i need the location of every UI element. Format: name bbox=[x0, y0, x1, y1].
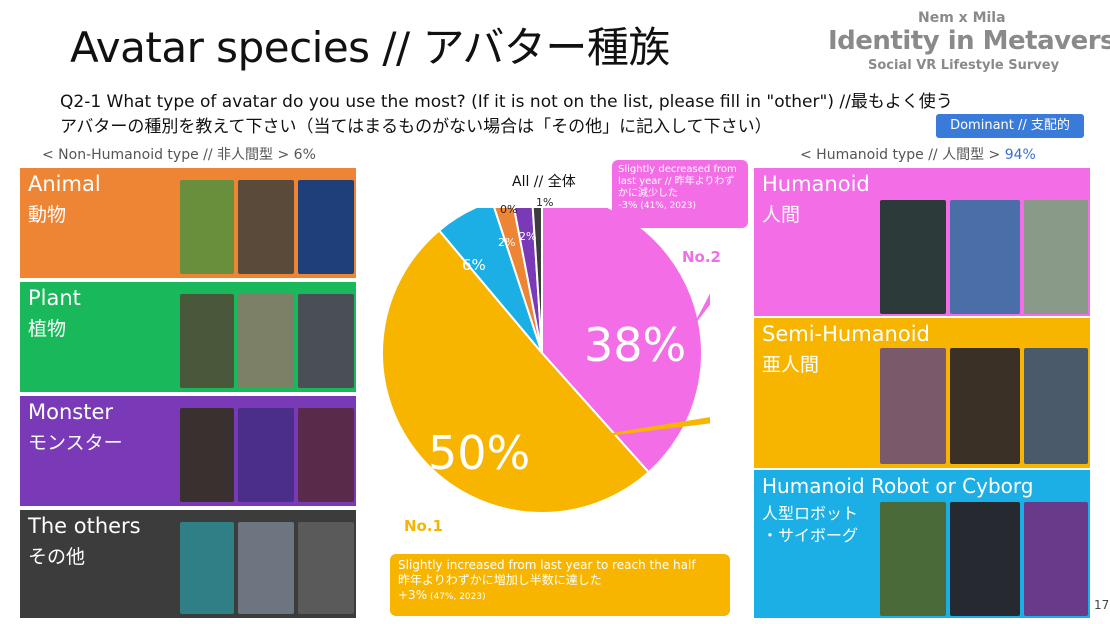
rank-label-no1: No.1 bbox=[404, 517, 443, 535]
panel-plant-jp: 植物 bbox=[28, 318, 67, 340]
semi-humanoid-callout-detail: (47%, 2023) bbox=[427, 592, 486, 602]
humanoid-callout-detail: (41%, 2023) bbox=[637, 201, 696, 211]
plant-avatar-image-2 bbox=[238, 294, 294, 388]
humanoid-avatar-image-1 bbox=[880, 200, 946, 314]
humanoid-avatar-image-2 bbox=[950, 200, 1020, 314]
slice-label-animal: 2% bbox=[498, 236, 516, 249]
panel-monster-en: Monster bbox=[28, 400, 114, 424]
panel-humanoid-jp: 人間 bbox=[762, 204, 801, 226]
others-avatar-image-3 bbox=[298, 522, 354, 614]
others-avatar-image-2 bbox=[238, 522, 294, 614]
panel-robot-jp-2: ・サイボーグ bbox=[762, 526, 859, 545]
pie-slice-animal bbox=[493, 208, 543, 354]
humanoid-avatar-image-3 bbox=[1024, 200, 1088, 314]
slice-label-robot: 6% bbox=[462, 256, 486, 274]
panel-humanoid-en: Humanoid bbox=[762, 172, 870, 196]
pie-chart bbox=[381, 208, 710, 514]
humanoid-header-text: < Humanoid type // 人間型 > bbox=[800, 147, 1005, 163]
panel-semi-humanoid-jp: 亜人間 bbox=[762, 354, 820, 376]
page-number: 17 bbox=[1094, 598, 1110, 612]
pie-title: All // 全体 bbox=[512, 174, 576, 190]
semi-humanoid-avatar-image-2 bbox=[950, 348, 1020, 464]
monster-avatar-image-2 bbox=[238, 408, 294, 502]
pie-slice-humanoid-robot-or-cyborg bbox=[437, 208, 543, 354]
humanoid-header: < Humanoid type // 人間型 > 94% bbox=[800, 144, 1036, 164]
question-line-2: アバターの種別を教えて下さい（当てはまるものがない場合は「その他」に記入して下さ… bbox=[60, 117, 772, 137]
plant-avatar-image-3 bbox=[298, 294, 354, 388]
pie-slice-semi-humanoid bbox=[381, 229, 651, 514]
rank-label-no2: No.2 bbox=[682, 248, 721, 266]
pie-slice-humanoid bbox=[541, 208, 703, 474]
semi-humanoid-callout-line-1: Slightly increased from last year to rea… bbox=[398, 558, 696, 572]
humanoid-callout: Slightly decreased from last year // 昨年よ… bbox=[612, 160, 748, 228]
non-humanoid-header: < Non-Humanoid type // 非人間型 > 6% bbox=[42, 147, 316, 163]
slice-label-plant: 0% bbox=[500, 203, 518, 216]
monster-avatar-image-3 bbox=[298, 408, 354, 502]
panel-robot-jp: 人型ロボット bbox=[762, 504, 859, 523]
panel-others: The others その他 bbox=[20, 510, 356, 618]
robot-avatar-image-2 bbox=[950, 502, 1020, 616]
animal-avatar-image-3 bbox=[298, 180, 354, 274]
panel-robot-cyborg: Humanoid Robot or Cyborg 人型ロボット ・サイボーグ bbox=[754, 470, 1090, 618]
slice-label-humanoid: 38% bbox=[584, 318, 687, 372]
panel-monster: Monster モンスター bbox=[20, 396, 356, 506]
humanoid-callout-line-2: last year // 昨年よりわず bbox=[618, 176, 735, 187]
animal-avatar-image-2 bbox=[238, 180, 294, 274]
panel-animal-jp: 動物 bbox=[28, 204, 67, 226]
semi-humanoid-avatar-image-3 bbox=[1024, 348, 1088, 464]
pie-slice-the-others bbox=[531, 208, 543, 354]
panel-others-jp: その他 bbox=[28, 546, 86, 568]
panel-robot-en: Humanoid Robot or Cyborg bbox=[762, 474, 1034, 498]
robot-avatar-image-1 bbox=[880, 502, 946, 616]
others-avatar-image-1 bbox=[180, 522, 234, 614]
brand-title: Identity in Metaverse bbox=[828, 26, 1110, 56]
panel-plant: Plant 植物 bbox=[20, 282, 356, 392]
panel-semi-humanoid: Semi-Humanoid 亜人間 bbox=[754, 318, 1090, 468]
semi-humanoid-avatar-image-1 bbox=[880, 348, 946, 464]
monster-avatar-image-1 bbox=[180, 408, 234, 502]
humanoid-callout-line-1: Slightly decreased from bbox=[618, 164, 737, 175]
slice-label-semi-humanoid: 50% bbox=[428, 426, 531, 480]
panel-humanoid: Humanoid 人間 bbox=[754, 168, 1090, 316]
slice-label-others: 1% bbox=[536, 196, 554, 209]
animal-avatar-image-1 bbox=[180, 180, 234, 274]
panel-animal: Animal 動物 bbox=[20, 168, 356, 278]
brand-authors: Nem x Mila bbox=[918, 10, 1006, 26]
semi-humanoid-callout-line-2: 昨年よりわずかに増加し半数に達した bbox=[398, 573, 602, 587]
panel-semi-humanoid-en: Semi-Humanoid bbox=[762, 322, 930, 346]
question-line-1: Q2-1 What type of avatar do you use the … bbox=[60, 92, 953, 112]
robot-avatar-image-3 bbox=[1024, 502, 1088, 616]
panel-animal-en: Animal bbox=[28, 172, 101, 196]
semi-humanoid-callout: Slightly increased from last year to rea… bbox=[390, 554, 730, 616]
plant-avatar-image-1 bbox=[180, 294, 234, 388]
page-title: Avatar species // アバター種族 bbox=[70, 23, 670, 72]
dominant-badge: Dominant // 支配的 bbox=[936, 114, 1084, 138]
brand-subtitle: Social VR Lifestyle Survey bbox=[868, 58, 1060, 73]
panel-plant-en: Plant bbox=[28, 286, 81, 310]
panel-monster-jp: モンスター bbox=[28, 432, 123, 454]
semi-humanoid-callout-change: +3% bbox=[398, 588, 428, 602]
slice-label-monster: 2% bbox=[519, 230, 537, 243]
panel-others-en: The others bbox=[28, 514, 141, 538]
humanoid-header-pct: 94% bbox=[1004, 147, 1036, 163]
humanoid-callout-line-3: かに減少した bbox=[618, 188, 678, 199]
humanoid-callout-change: -3% bbox=[618, 200, 638, 211]
